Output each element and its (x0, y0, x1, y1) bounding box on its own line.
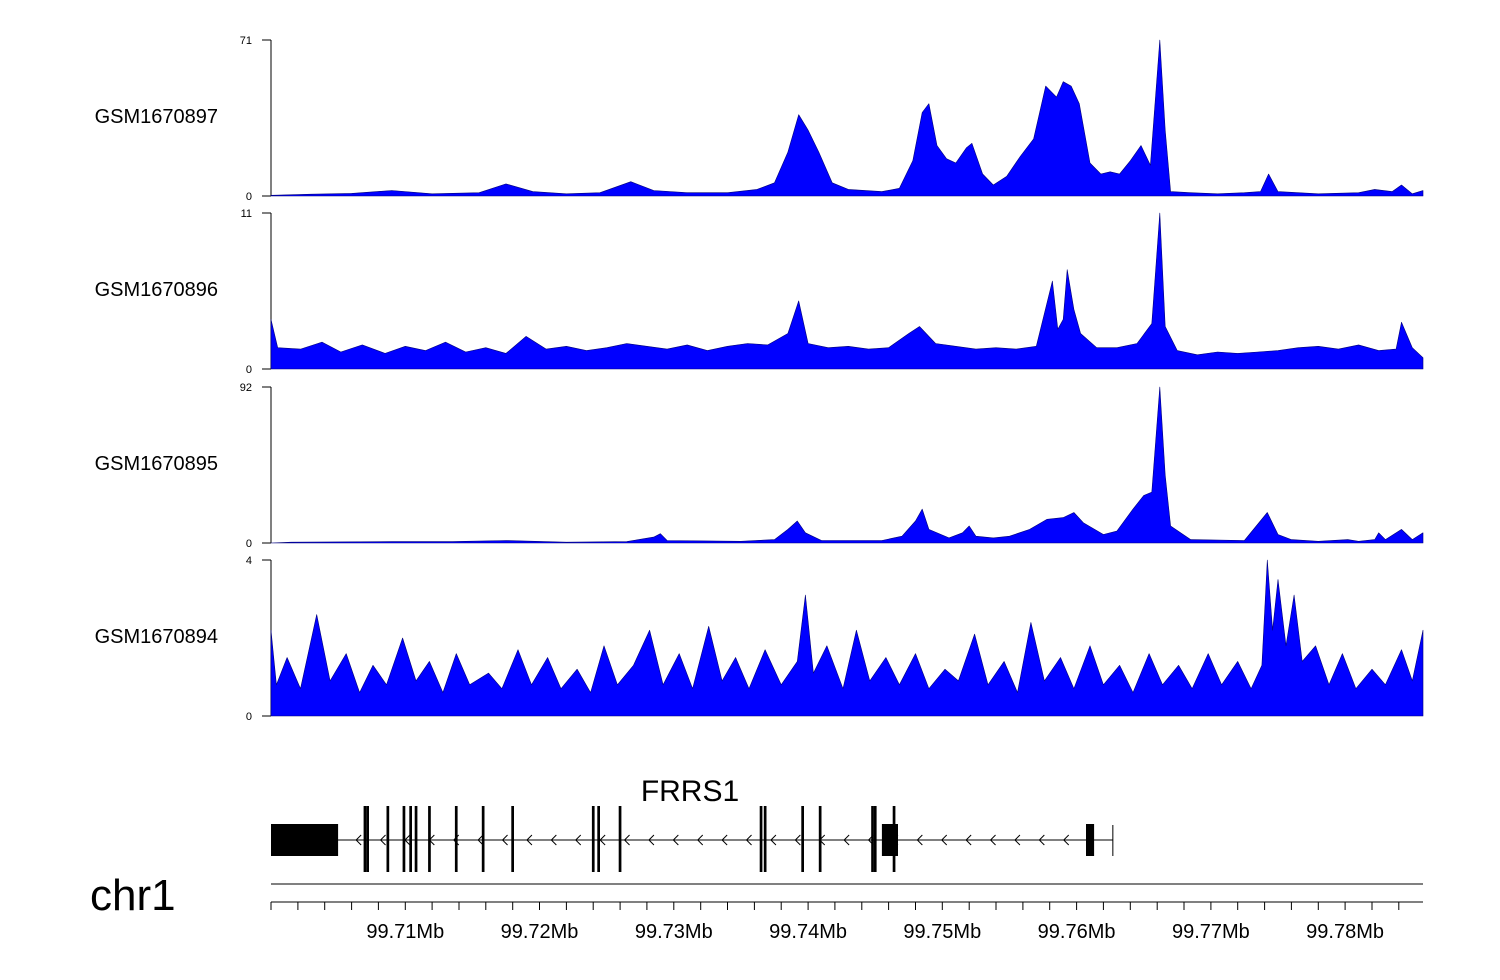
gene-exon (511, 806, 514, 872)
strand-arrow (477, 834, 484, 846)
track-gsm1670895: GSM1670895 92 0 (95, 382, 1424, 550)
strand-arrow (1063, 834, 1070, 846)
coverage-area (270, 559, 1424, 717)
gene-exon (414, 806, 418, 872)
coverage-area (270, 212, 1424, 370)
gene-exon (409, 806, 412, 872)
gene-exon (818, 806, 822, 872)
track-name-label: GSM1670894 (95, 626, 218, 648)
strand-arrow (575, 834, 582, 846)
strand-arrow (355, 834, 362, 846)
y-max-label: 4 (246, 555, 252, 567)
y-min-label: 0 (246, 711, 252, 723)
gene-exon (402, 806, 406, 872)
gene-exon (1086, 824, 1095, 856)
x-tick-label: 99.74Mb (769, 921, 847, 943)
x-tick-label: 99.71Mb (366, 921, 444, 943)
y-min-label: 0 (246, 538, 252, 550)
gene-exon (892, 806, 896, 872)
chromosome-label: chr1 (90, 871, 176, 920)
y-max-label: 11 (241, 208, 252, 220)
y-max-label: 71 (240, 35, 252, 47)
strand-arrow (843, 834, 850, 846)
strand-arrow (501, 834, 508, 846)
track-name-label: GSM1670897 (95, 106, 218, 128)
strand-arrow (1014, 834, 1021, 846)
gene-exon (271, 824, 339, 856)
gene-exon (428, 806, 431, 872)
gene-exon (759, 806, 763, 872)
track-gsm1670897: GSM1670897 71 0 (95, 35, 1424, 203)
gene-exon (618, 806, 622, 872)
strand-arrow (965, 834, 972, 846)
strand-arrow (379, 834, 386, 846)
track-name-label: GSM1670896 (95, 279, 218, 301)
strand-arrow (672, 834, 679, 846)
x-tick-label: 99.76Mb (1038, 921, 1116, 943)
gene-name-label: FRRS1 (641, 775, 739, 808)
gene-exon (363, 806, 367, 872)
strand-arrow (623, 834, 630, 846)
x-tick-label: 99.78Mb (1306, 921, 1384, 943)
gene-exon (386, 806, 390, 872)
x-tick-label: 99.77Mb (1172, 921, 1250, 943)
x-tick-label: 99.75Mb (903, 921, 981, 943)
gene-exon (366, 806, 369, 872)
gene-exon (454, 806, 458, 872)
y-min-label: 0 (246, 364, 252, 376)
gene-exon (763, 806, 767, 872)
y-min-label: 0 (246, 191, 252, 203)
gene-exon (481, 806, 485, 872)
gene-exon (801, 806, 804, 872)
x-tick-label: 99.73Mb (635, 921, 713, 943)
gene-exons (271, 806, 1095, 872)
gene-exon (881, 824, 898, 856)
gene-exon (591, 806, 595, 872)
strand-arrow (550, 834, 557, 846)
gene-exon (871, 806, 874, 872)
strand-arrow (526, 834, 533, 846)
strand-arrow (599, 834, 606, 846)
strand-arrow (1038, 834, 1045, 846)
track-name-label: GSM1670895 (95, 453, 218, 475)
gene-track: FRRS1 (271, 775, 1114, 872)
strand-arrow (721, 834, 728, 846)
x-tick-label: 99.72Mb (501, 921, 579, 943)
strand-arrow (916, 834, 923, 846)
y-max-label: 92 (240, 382, 252, 394)
strand-arrow (648, 834, 655, 846)
gene-exon (873, 806, 877, 872)
track-gsm1670894: GSM1670894 4 0 (95, 555, 1424, 723)
track-gsm1670896: GSM1670896 11 0 (95, 208, 1424, 376)
strand-arrow (989, 834, 996, 846)
strand-arrow (745, 834, 752, 846)
strand-arrow (941, 834, 948, 846)
strand-arrow (697, 834, 704, 846)
x-axis: 99.71Mb 99.72Mb 99.73Mb 99.74Mb 99.75Mb 99.76… (270, 901, 1423, 943)
strand-arrow (770, 834, 777, 846)
coverage-area (270, 39, 1424, 197)
coverage-area (270, 386, 1424, 544)
strand-arrow (794, 834, 801, 846)
gene-exon (597, 806, 600, 872)
